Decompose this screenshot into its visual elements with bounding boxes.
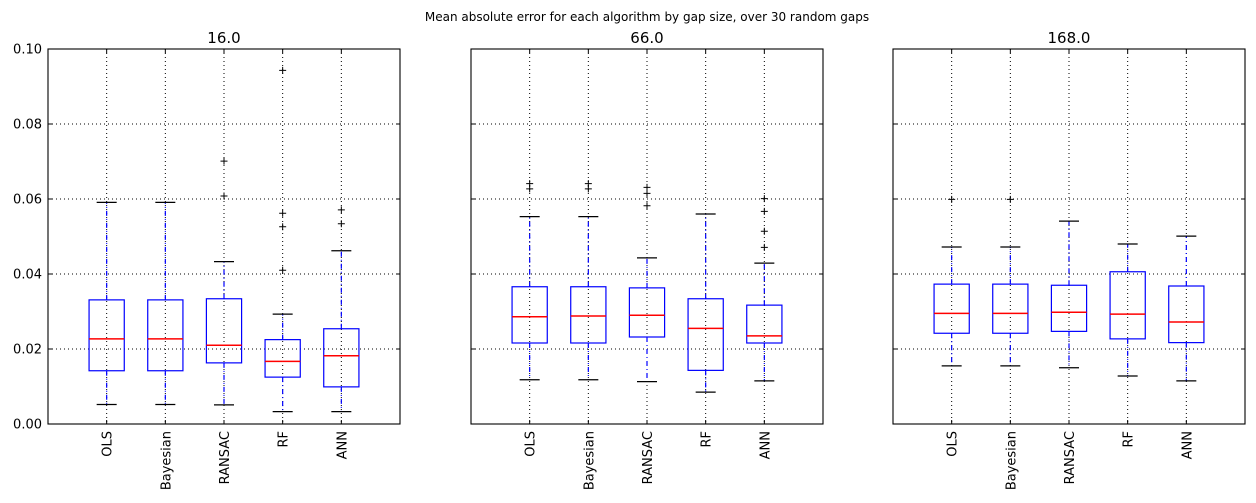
- flier-point: [526, 180, 534, 188]
- box-ransac: [1050, 220, 1088, 369]
- subplot-title: 66.0: [630, 29, 663, 47]
- box-ann: [746, 195, 783, 382]
- x-tick-label-ols: OLS: [946, 431, 961, 457]
- x-tick-label-ann: ANN: [1180, 431, 1195, 459]
- subplot-title: 16.0: [207, 29, 240, 47]
- flier-point: [279, 209, 287, 217]
- iqr-box: [323, 328, 360, 388]
- x-tick-label-ransac: RANSAC: [218, 431, 233, 484]
- box-ols: [933, 195, 970, 367]
- flier-point: [220, 192, 228, 200]
- flier-point: [948, 195, 956, 203]
- y-tick-label: 0.02: [13, 343, 42, 358]
- box-rf: [1109, 243, 1146, 377]
- flier-point: [1006, 195, 1014, 203]
- x-tick-label-ransac: RANSAC: [1063, 431, 1078, 484]
- subplot-title: 168.0: [1048, 29, 1091, 47]
- iqr-box: [1050, 284, 1088, 332]
- box-ransac: [205, 157, 243, 406]
- flier-point: [643, 189, 651, 197]
- subplot-3: OLS Bayesian RANSAC RF ANN 168.0: [892, 29, 1246, 490]
- figure-suptitle: Mean absolute error for each algorithm b…: [425, 10, 869, 24]
- x-tick-label-rf: RF: [700, 431, 715, 448]
- flier-point: [337, 206, 345, 214]
- y-tick-label: 0.04: [13, 268, 42, 283]
- box-bayesian: [992, 195, 1029, 367]
- y-tick-label: 0.00: [13, 418, 42, 433]
- iqr-box: [570, 286, 607, 344]
- x-tick-label-bayesian: Bayesian: [1004, 431, 1019, 490]
- box-bayesian: [570, 180, 607, 381]
- box-rf: [687, 213, 724, 393]
- flier-point: [760, 243, 768, 251]
- iqr-box: [933, 283, 970, 334]
- iqr-box: [264, 339, 301, 378]
- flier-point: [279, 266, 287, 274]
- iqr-box: [992, 283, 1029, 334]
- iqr-box: [628, 287, 666, 338]
- flier-point: [337, 220, 345, 228]
- x-tick-label-rf: RF: [277, 431, 292, 448]
- flier-point: [643, 202, 651, 210]
- box-ann: [1168, 235, 1205, 382]
- flier-point: [760, 195, 768, 203]
- flier-point: [220, 157, 228, 165]
- subplot-2: OLS Bayesian RANSAC RF ANN 66.0: [470, 29, 824, 490]
- y-tick-label: 0.10: [13, 43, 42, 58]
- iqr-box: [687, 298, 724, 371]
- flier-point: [760, 207, 768, 215]
- iqr-box: [1168, 285, 1205, 344]
- x-tick-label-ols: OLS: [524, 431, 539, 457]
- y-tick-label: 0.08: [13, 118, 42, 133]
- flier-point: [584, 180, 592, 188]
- iqr-box: [205, 298, 243, 364]
- box-ols: [88, 201, 125, 406]
- iqr-box: [147, 299, 184, 372]
- x-tick-label-ols: OLS: [101, 431, 116, 457]
- subplot-1: 0.00 0.02 0.04 0.06 0.08 0.10 OLS Bayesian RANSA…: [13, 29, 401, 490]
- x-tick-label-ann: ANN: [335, 431, 350, 459]
- iqr-box: [88, 299, 125, 372]
- y-tick-label: 0.06: [13, 193, 42, 208]
- flier-point: [643, 183, 651, 191]
- x-tick-label-ransac: RANSAC: [641, 431, 656, 484]
- iqr-box: [746, 304, 783, 344]
- x-tick-label-ann: ANN: [758, 431, 773, 459]
- grid: [471, 49, 823, 424]
- iqr-box: [1109, 271, 1146, 340]
- x-tick-label-bayesian: Bayesian: [582, 431, 597, 490]
- box-ols: [511, 180, 548, 381]
- box-rf: [264, 66, 301, 413]
- flier-point: [279, 66, 287, 74]
- iqr-box: [511, 286, 548, 344]
- box-ransac: [628, 183, 666, 383]
- x-tick-label-rf: RF: [1122, 431, 1137, 448]
- subplots: 0.00 0.02 0.04 0.06 0.08 0.10 OLS Bayesian RANSA…: [13, 29, 1246, 490]
- flier-point: [760, 227, 768, 235]
- box-ann: [323, 206, 360, 413]
- flier-point: [279, 223, 287, 231]
- box-bayesian: [147, 201, 184, 406]
- x-tick-label-bayesian: Bayesian: [159, 431, 174, 490]
